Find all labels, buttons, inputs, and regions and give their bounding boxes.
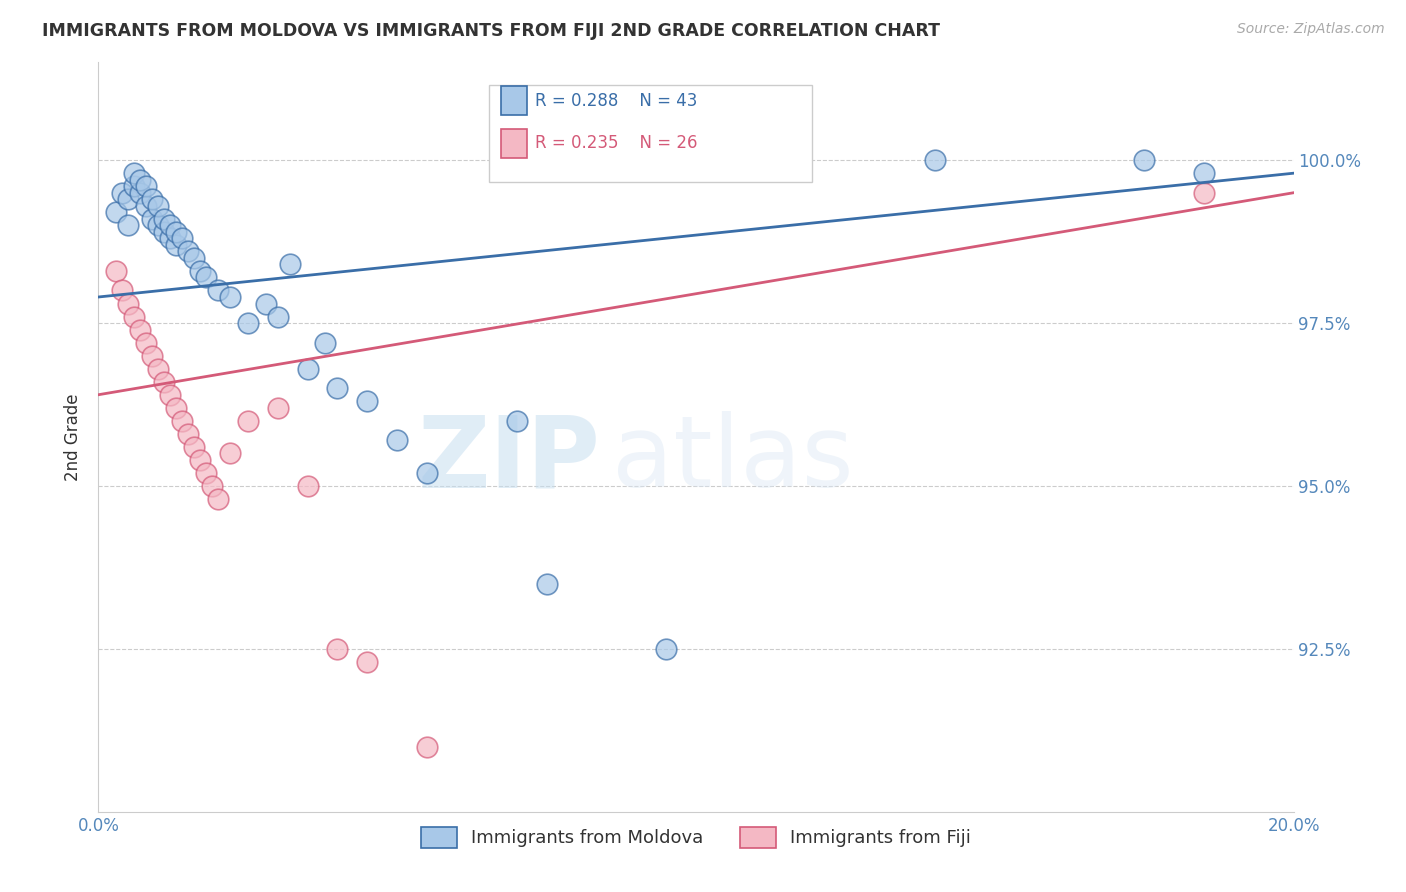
Point: [201, 479, 224, 493]
Point: [416, 466, 439, 480]
Text: R = 0.288    N = 43: R = 0.288 N = 43: [534, 93, 697, 111]
Point: [153, 225, 176, 239]
Point: [117, 192, 139, 206]
Point: [183, 440, 205, 454]
Point: [148, 219, 170, 233]
Point: [188, 453, 211, 467]
Point: [141, 349, 163, 363]
Point: [924, 153, 946, 168]
Point: [356, 394, 378, 409]
Point: [141, 192, 163, 206]
Point: [159, 219, 181, 233]
Point: [129, 172, 152, 186]
Point: [1192, 166, 1215, 180]
Point: [148, 361, 170, 376]
Text: R = 0.235    N = 26: R = 0.235 N = 26: [534, 135, 697, 153]
Point: [159, 231, 181, 245]
Point: [326, 381, 349, 395]
Y-axis label: 2nd Grade: 2nd Grade: [65, 393, 83, 481]
FancyBboxPatch shape: [489, 85, 811, 182]
Point: [655, 641, 678, 656]
Point: [135, 179, 157, 194]
Point: [111, 186, 134, 200]
Point: [315, 335, 337, 350]
Point: [129, 186, 152, 200]
Point: [135, 199, 157, 213]
Point: [219, 446, 242, 460]
Point: [124, 166, 146, 180]
Text: IMMIGRANTS FROM MOLDOVA VS IMMIGRANTS FROM FIJI 2ND GRADE CORRELATION CHART: IMMIGRANTS FROM MOLDOVA VS IMMIGRANTS FR…: [42, 22, 941, 40]
Point: [195, 270, 218, 285]
Point: [267, 310, 290, 324]
Point: [356, 655, 378, 669]
Point: [165, 401, 187, 415]
Point: [177, 244, 200, 259]
Text: atlas: atlas: [613, 411, 853, 508]
Point: [278, 257, 301, 271]
Point: [385, 434, 409, 448]
Point: [148, 199, 170, 213]
Point: [326, 641, 349, 656]
Point: [172, 414, 194, 428]
Point: [153, 375, 176, 389]
Point: [129, 322, 152, 336]
Text: ZIP: ZIP: [418, 411, 600, 508]
Point: [1133, 153, 1156, 168]
Point: [297, 361, 319, 376]
Point: [207, 284, 229, 298]
Point: [236, 316, 259, 330]
Point: [188, 264, 211, 278]
Point: [135, 335, 157, 350]
FancyBboxPatch shape: [501, 87, 527, 115]
Point: [105, 205, 128, 219]
Point: [165, 238, 187, 252]
Point: [183, 251, 205, 265]
Point: [195, 466, 218, 480]
Point: [236, 414, 259, 428]
Point: [297, 479, 319, 493]
Point: [1192, 186, 1215, 200]
Point: [254, 296, 277, 310]
Point: [165, 225, 187, 239]
Point: [105, 264, 128, 278]
Text: Source: ZipAtlas.com: Source: ZipAtlas.com: [1237, 22, 1385, 37]
Point: [172, 231, 194, 245]
Point: [506, 414, 529, 428]
Point: [416, 739, 439, 754]
Point: [141, 211, 163, 226]
Point: [177, 426, 200, 441]
Point: [124, 179, 146, 194]
Point: [124, 310, 146, 324]
Point: [111, 284, 134, 298]
Point: [159, 388, 181, 402]
Point: [207, 491, 229, 506]
Point: [117, 219, 139, 233]
Point: [536, 576, 558, 591]
FancyBboxPatch shape: [501, 129, 527, 158]
Point: [117, 296, 139, 310]
Point: [153, 211, 176, 226]
Point: [267, 401, 290, 415]
Point: [219, 290, 242, 304]
Legend: Immigrants from Moldova, Immigrants from Fiji: Immigrants from Moldova, Immigrants from…: [413, 820, 979, 855]
